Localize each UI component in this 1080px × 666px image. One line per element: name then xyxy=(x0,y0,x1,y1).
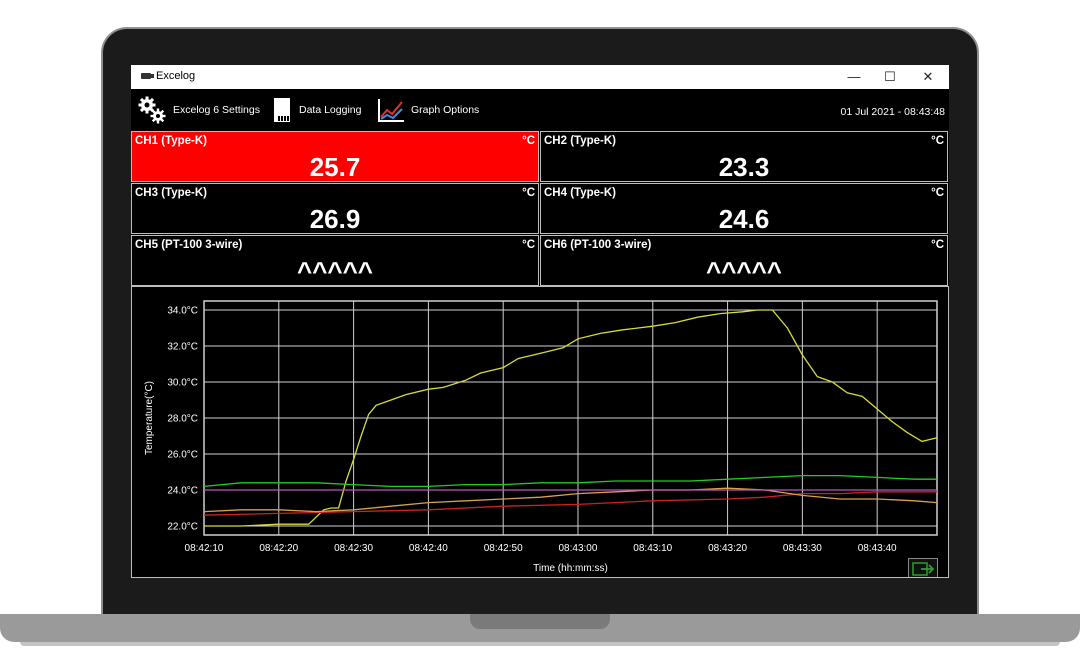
data-logging-button[interactable]: Data Logging xyxy=(271,95,361,125)
channel-unit: °C xyxy=(522,135,535,147)
channel-name: CH6 (PT-100 3-wire) xyxy=(544,239,652,251)
window-title: Excelog xyxy=(156,70,196,82)
x-tick-label: 08:43:30 xyxy=(783,543,822,554)
channel-value: ^^^^^ xyxy=(297,256,373,286)
graph-options-button[interactable]: Graph Options xyxy=(377,95,479,125)
settings-button[interactable]: Excelog 6 Settings xyxy=(137,95,260,125)
x-tick-label: 08:42:50 xyxy=(484,543,523,554)
channel-name: CH2 (Type-K) xyxy=(544,135,616,147)
y-axis-label: Temperature(°C) xyxy=(144,381,155,455)
close-button[interactable]: ✕ xyxy=(922,69,934,84)
series-line xyxy=(204,309,938,527)
y-tick-label: 26.0°C xyxy=(167,450,198,461)
export-chart-button[interactable] xyxy=(908,558,938,577)
y-tick-label: 34.0°C xyxy=(167,306,198,317)
channel-name: CH3 (Type-K) xyxy=(135,187,207,199)
toolbar: Excelog 6 Settings Data Logging Graph Op… xyxy=(131,89,949,131)
x-tick-label: 08:42:10 xyxy=(185,543,224,554)
minimize-button[interactable]: — xyxy=(847,69,861,84)
settings-label: Excelog 6 Settings xyxy=(173,104,260,116)
plot-area-border xyxy=(203,300,938,536)
channel-panel-ch1[interactable]: CH1 (Type-K) °C 25.7 xyxy=(131,131,539,182)
series-line xyxy=(203,491,937,516)
channel-panel-ch6[interactable]: CH6 (PT-100 3-wire) °C ^^^^^ xyxy=(540,235,948,286)
gears-icon xyxy=(138,96,166,124)
app-window: Excelog — ☐ ✕ xyxy=(131,65,949,578)
series-line xyxy=(203,474,937,488)
channel-value: 23.3 xyxy=(718,152,770,182)
channel-unit: °C xyxy=(522,239,535,251)
series-line xyxy=(203,487,938,513)
channel-value: ^^^^^ xyxy=(706,256,782,286)
channel-unit: °C xyxy=(931,135,944,147)
x-tick-label: 08:43:10 xyxy=(633,543,672,554)
graph-options-label: Graph Options xyxy=(411,104,480,116)
channel-unit: °C xyxy=(522,187,535,199)
channel-unit: °C xyxy=(931,187,944,199)
x-tick-label: 08:42:20 xyxy=(259,543,298,554)
channel-value: 24.6 xyxy=(718,204,770,234)
data-logging-label: Data Logging xyxy=(299,104,362,116)
channel-panel-ch3[interactable]: CH3 (Type-K) °C 26.9 xyxy=(131,183,539,234)
chart-canvas: 08:42:10 08:42:20 08:42:30 08:42:40 08:42:50… xyxy=(144,300,938,574)
channel-panel-ch2[interactable]: CH2 (Type-K) °C 23.3 xyxy=(540,131,948,182)
x-tick-label: 08:43:20 xyxy=(708,543,747,554)
laptop-notch xyxy=(470,614,610,629)
channel-panel-ch5[interactable]: CH5 (PT-100 3-wire) °C ^^^^^ xyxy=(131,235,539,286)
y-tick-label: 28.0°C xyxy=(167,414,198,425)
channel-name: CH5 (PT-100 3-wire) xyxy=(135,239,243,251)
channel-value: 25.7 xyxy=(309,152,361,182)
temperature-chart[interactable]: 08:42:10 08:42:20 08:42:30 08:42:40 08:42:50… xyxy=(131,286,949,578)
datetime-display: 01 Jul 2021 - 08:43:48 xyxy=(840,106,946,118)
y-tick-label: 22.0°C xyxy=(167,522,198,533)
x-tick-label: 08:42:40 xyxy=(409,543,448,554)
laptop-base-shadow xyxy=(20,642,1060,646)
channel-name: CH4 (Type-K) xyxy=(544,187,616,199)
y-tick-label: 24.0°C xyxy=(167,486,198,497)
channel-panel-ch4[interactable]: CH4 (Type-K) °C 24.6 xyxy=(540,183,948,234)
export-arrow-icon xyxy=(912,562,935,576)
line-graph-icon xyxy=(378,99,404,122)
y-tick-label: 30.0°C xyxy=(167,378,198,389)
x-tick-label: 08:43:40 xyxy=(858,543,897,554)
channel-value: 26.9 xyxy=(309,204,361,234)
title-bar: Excelog — ☐ ✕ xyxy=(131,65,949,89)
x-axis-label: Time (hh:mm:ss) xyxy=(533,563,608,574)
maximize-button[interactable]: ☐ xyxy=(884,69,896,84)
channel-unit: °C xyxy=(931,239,944,251)
channel-name: CH1 (Type-K) xyxy=(135,135,207,147)
x-tick-label: 08:43:00 xyxy=(559,543,598,554)
channel-grid: CH1 (Type-K) °C 25.7 CH2 (Type-K) °C 23.… xyxy=(131,131,949,286)
y-tick-label: 32.0°C xyxy=(167,342,198,353)
app-icon xyxy=(141,73,154,79)
sd-card-icon xyxy=(274,98,290,122)
x-tick-label: 08:42:30 xyxy=(334,543,373,554)
